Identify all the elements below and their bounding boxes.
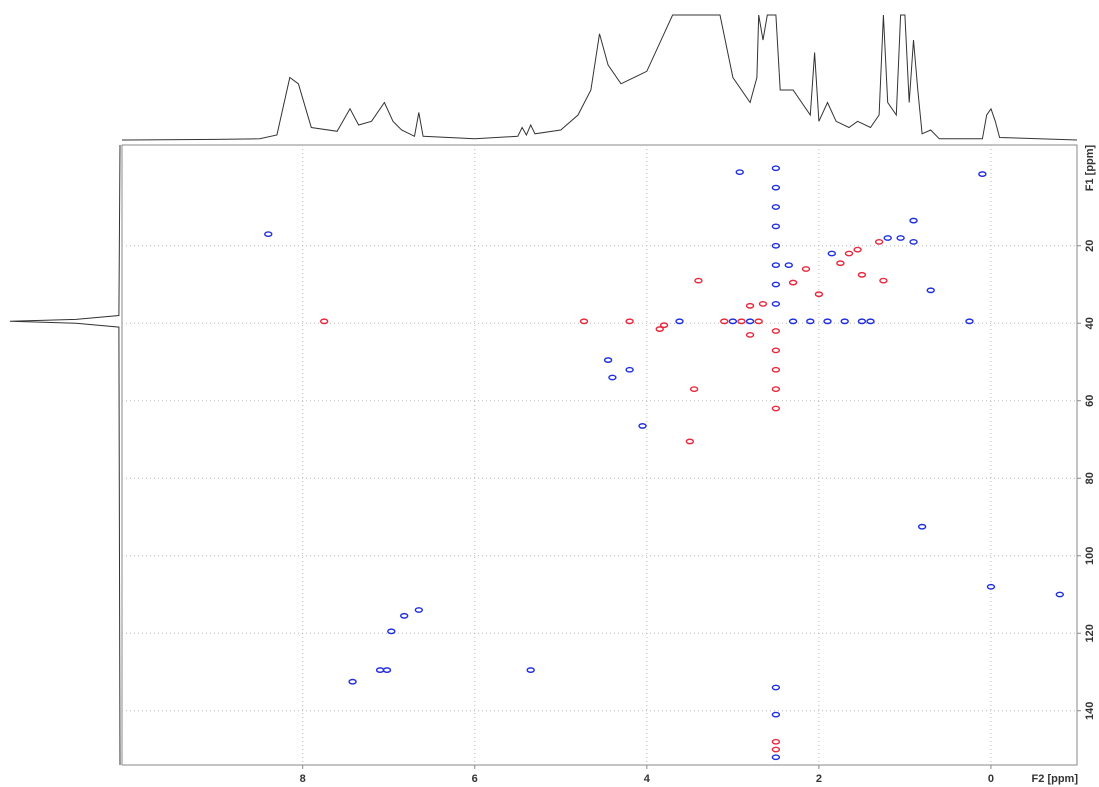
cross-peak <box>827 250 836 257</box>
cross-peak <box>978 171 987 177</box>
x-tick-label: 6 <box>472 773 478 785</box>
cross-peak <box>986 583 996 590</box>
cross-peak <box>917 523 927 530</box>
cross-peak <box>771 347 781 354</box>
y-tick-label: 40 <box>1084 317 1096 329</box>
x-axis-label: F2 [ppm] <box>1032 773 1079 785</box>
cross-peak <box>874 238 884 245</box>
cross-peak <box>879 277 888 284</box>
cross-peak <box>758 300 768 307</box>
cross-peak <box>737 318 746 325</box>
cross-peak <box>771 328 781 334</box>
cross-peak <box>771 405 781 412</box>
x-tick-label: 0 <box>988 773 994 785</box>
cross-peak <box>896 235 905 241</box>
cross-peak <box>694 277 703 284</box>
cross-peak <box>655 326 664 332</box>
cross-peak <box>771 711 781 718</box>
cross-peak <box>771 262 781 269</box>
cross-peak <box>625 366 634 373</box>
cross-peak <box>836 260 845 267</box>
y-axis-label: F1 [ppm] <box>1084 144 1096 191</box>
cross-peak <box>771 746 781 753</box>
cross-peak <box>659 322 669 329</box>
cross-peak <box>965 318 974 325</box>
cross-peak <box>883 235 892 241</box>
cross-peak <box>926 287 935 294</box>
cross-peak <box>823 318 832 325</box>
cross-peak <box>909 238 918 245</box>
cross-peak <box>685 438 695 445</box>
cross-peak <box>771 281 781 288</box>
cross-peak <box>728 318 738 325</box>
cross-peak <box>745 318 755 325</box>
cross-peak <box>771 738 781 745</box>
x-tick-label: 4 <box>644 773 651 785</box>
y-tick-label: 80 <box>1084 472 1096 484</box>
cross-peak <box>375 667 385 673</box>
cross-peak <box>853 246 862 253</box>
cross-peak <box>840 318 849 325</box>
cross-peak <box>675 318 684 325</box>
y-tick-label: 100 <box>1084 547 1096 565</box>
cross-peak <box>771 184 781 191</box>
cross-peak <box>638 423 647 429</box>
cross-peak <box>625 318 634 325</box>
cross-peak <box>689 386 699 393</box>
projection-trace <box>121 14 1078 141</box>
cross-peak <box>814 291 824 298</box>
y-tick-label: 20 <box>1084 240 1096 252</box>
cross-peak <box>909 217 918 224</box>
cross-peak <box>806 318 815 325</box>
x-tick-label: 2 <box>816 773 822 785</box>
cross-peak <box>264 231 273 238</box>
cross-peak <box>771 386 781 393</box>
cross-peak <box>1055 591 1064 598</box>
cross-peak <box>844 250 854 257</box>
y-tick-label: 120 <box>1084 624 1096 642</box>
cross-peak <box>603 357 613 363</box>
cross-peak <box>771 684 781 691</box>
cross-peak <box>720 318 729 325</box>
cross-peak <box>382 667 392 673</box>
cross-peak <box>348 678 357 685</box>
cross-peak <box>771 223 781 230</box>
cross-peak <box>771 300 781 307</box>
projection-trace <box>9 144 121 766</box>
x-tick-label: 8 <box>300 773 306 785</box>
cross-peak <box>319 318 329 325</box>
cross-peak <box>745 331 755 338</box>
cross-peak <box>771 204 781 210</box>
cross-peak <box>745 302 755 309</box>
cross-peak <box>788 318 798 325</box>
cross-peak <box>526 667 535 673</box>
y-tick-label: 60 <box>1084 395 1096 407</box>
cross-peak <box>866 318 875 325</box>
cross-peak <box>414 607 424 613</box>
cross-peak <box>771 165 781 172</box>
cross-peak <box>788 279 798 286</box>
cross-peak <box>735 169 744 176</box>
y-tick-label: 140 <box>1084 702 1096 720</box>
cross-peak <box>784 262 793 269</box>
cross-peak <box>857 271 867 278</box>
cross-peak <box>608 374 617 381</box>
cross-peak <box>771 242 781 249</box>
cross-peak <box>771 754 781 761</box>
plot-frame <box>121 144 1078 766</box>
cross-peak <box>399 612 409 619</box>
cross-peak <box>387 628 396 635</box>
cross-peak <box>857 318 867 325</box>
cross-peak <box>754 318 763 325</box>
cross-peak <box>771 366 781 373</box>
cross-peak <box>579 318 589 325</box>
cross-peak <box>801 266 811 272</box>
